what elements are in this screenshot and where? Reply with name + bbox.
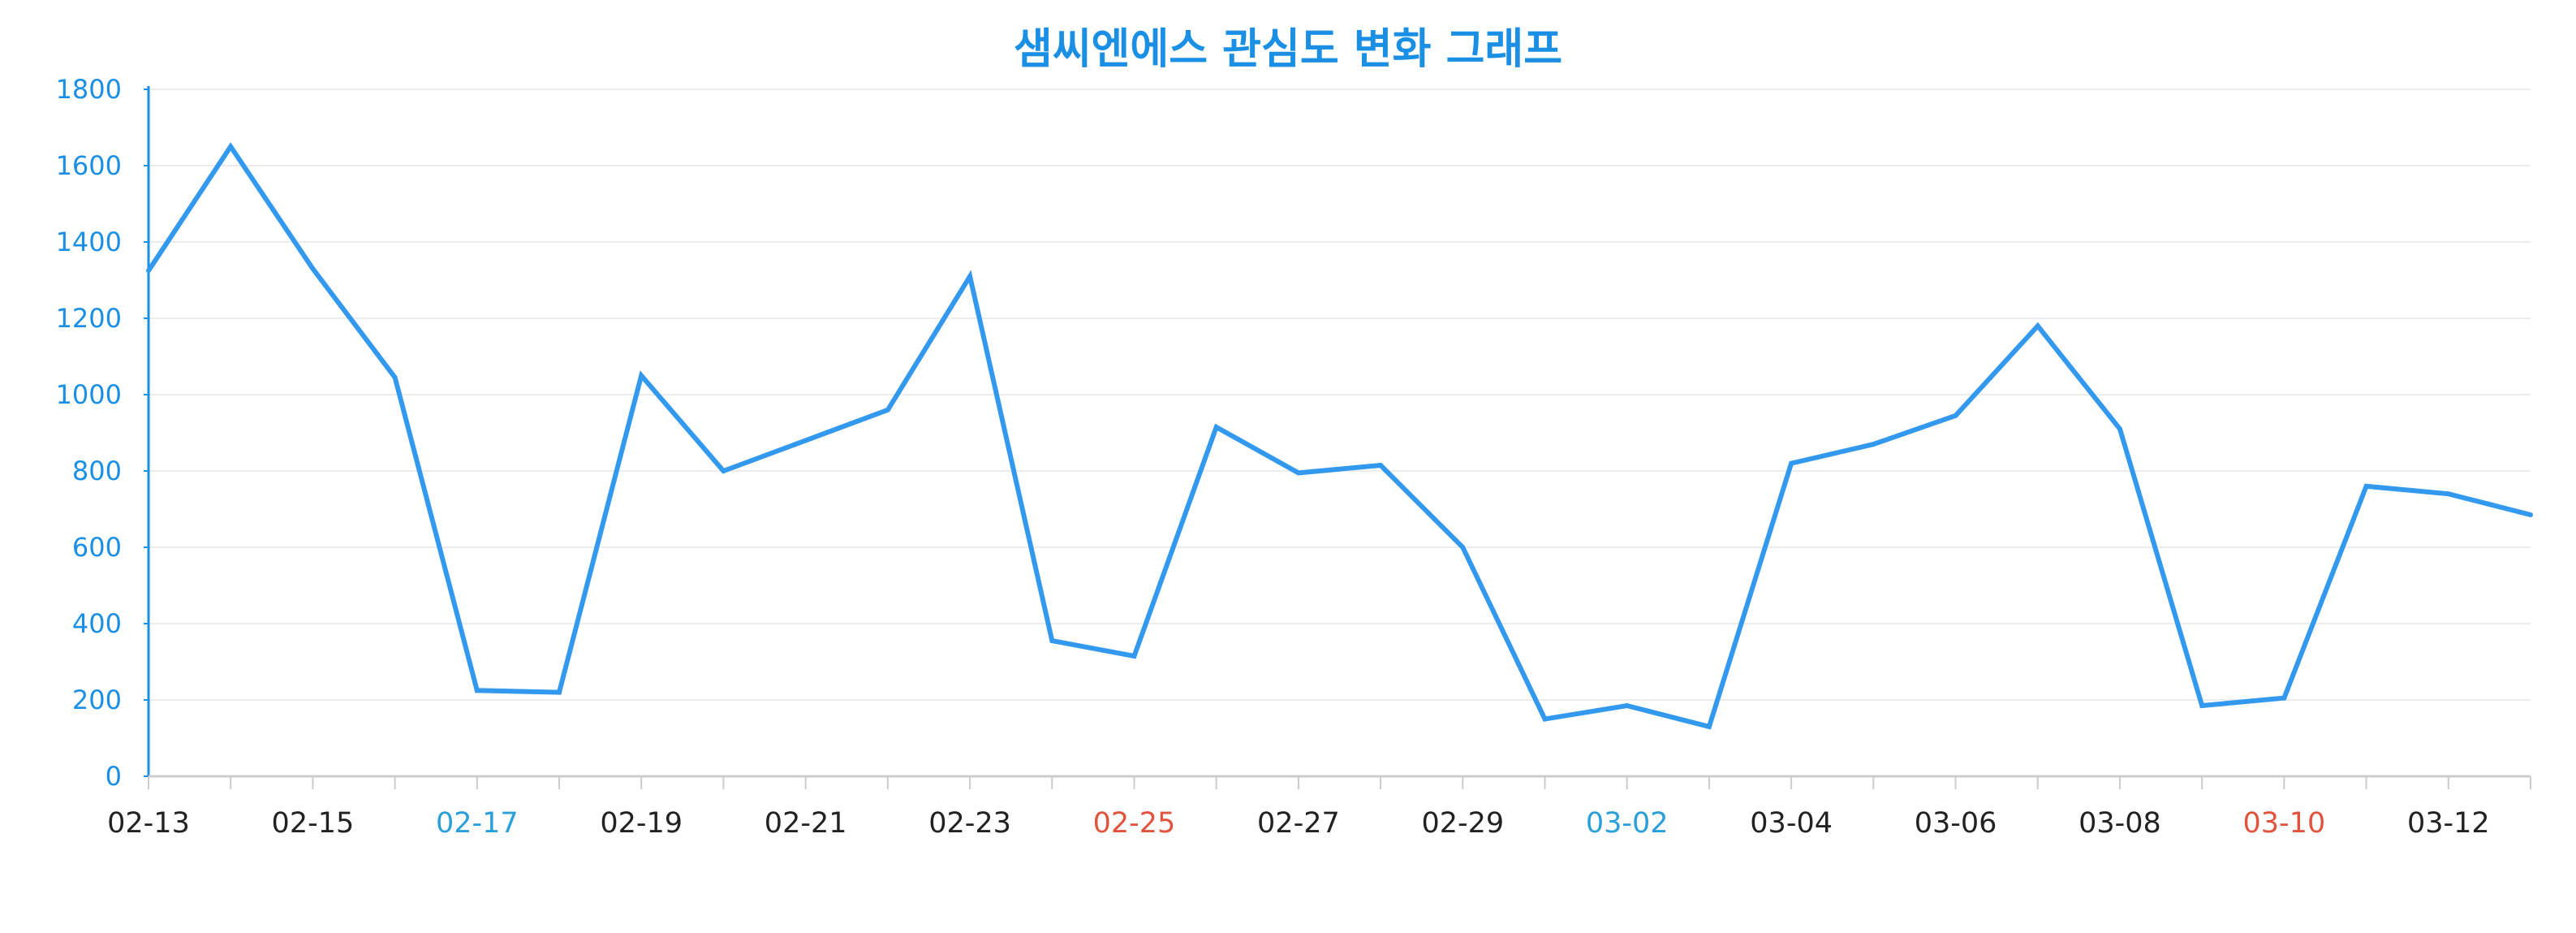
data-point (1953, 413, 1958, 418)
data-point (2035, 323, 2040, 329)
data-point (1706, 724, 1712, 729)
data-point (557, 689, 562, 695)
x-tick-label: 02-23 (928, 807, 1011, 840)
x-tick-labels: 02-13 02-15 02-17 02-19 02-21 02-23 02-25 02-27… (107, 807, 2489, 840)
x-tick-label: 02-15 (272, 807, 355, 840)
x-tick-label: 03-04 (1750, 807, 1833, 840)
y-tick-label: 1000 (56, 379, 122, 410)
y-tick-label: 1800 (56, 74, 122, 105)
y-tick-labels: 0 200 400 600 800 1000 1200 1400 1600 1800 (56, 74, 122, 792)
series-line (146, 142, 2531, 730)
data-point (146, 268, 151, 274)
data-point (1295, 470, 1301, 476)
data-point (2528, 512, 2533, 518)
data-point (803, 438, 808, 443)
x-tick-label: 03-06 (1915, 807, 1997, 840)
x-tick-label: 03-08 (2078, 807, 2161, 840)
data-point (474, 688, 480, 693)
data-point (2117, 426, 2122, 432)
data-point (2199, 703, 2205, 709)
data-point (1789, 460, 1794, 466)
data-point (885, 407, 890, 413)
x-tick-label: 02-17 (436, 807, 519, 840)
y-tick-label: 1200 (56, 303, 122, 334)
data-point (2445, 491, 2451, 497)
x-tick-label: 02-29 (1421, 807, 1504, 840)
axes (144, 86, 2531, 789)
data-point (2363, 483, 2369, 489)
data-point (1213, 424, 1219, 430)
x-tick-label: 03-12 (2407, 807, 2490, 840)
data-point (1378, 462, 1384, 468)
series-layer (146, 142, 2533, 730)
data-point (721, 469, 726, 473)
chart-title: 샘씨엔에스 관심도 변화 그래프 (1014, 25, 1562, 74)
data-point (639, 373, 644, 378)
x-tick-label: 03-02 (1586, 807, 1669, 840)
data-point (1871, 442, 1876, 447)
x-tick-label: 02-25 (1093, 807, 1176, 840)
y-tick-label: 1600 (56, 150, 122, 181)
data-point (1542, 716, 1548, 722)
y-tick-label: 0 (106, 761, 122, 792)
data-point (1049, 638, 1055, 644)
x-tick-label: 02-13 (107, 807, 190, 840)
data-point (967, 274, 973, 279)
data-point (2281, 695, 2287, 701)
y-tick-label: 600 (72, 532, 122, 563)
x-tick-label: 02-27 (1257, 807, 1340, 840)
x-tick-label: 02-19 (600, 807, 683, 840)
y-tick-label: 400 (72, 608, 122, 639)
x-tick-label: 02-21 (765, 807, 847, 840)
x-tick-label: 03-10 (2243, 807, 2326, 840)
data-point (228, 144, 234, 149)
data-point (392, 374, 398, 380)
data-point (1131, 653, 1137, 659)
y-tick-label: 1400 (56, 227, 122, 257)
data-point (310, 266, 316, 271)
grid-lines (149, 89, 2531, 701)
data-point (1624, 703, 1630, 709)
y-tick-label: 200 (72, 685, 122, 715)
data-point (1460, 545, 1466, 550)
y-tick-label: 800 (72, 456, 122, 486)
